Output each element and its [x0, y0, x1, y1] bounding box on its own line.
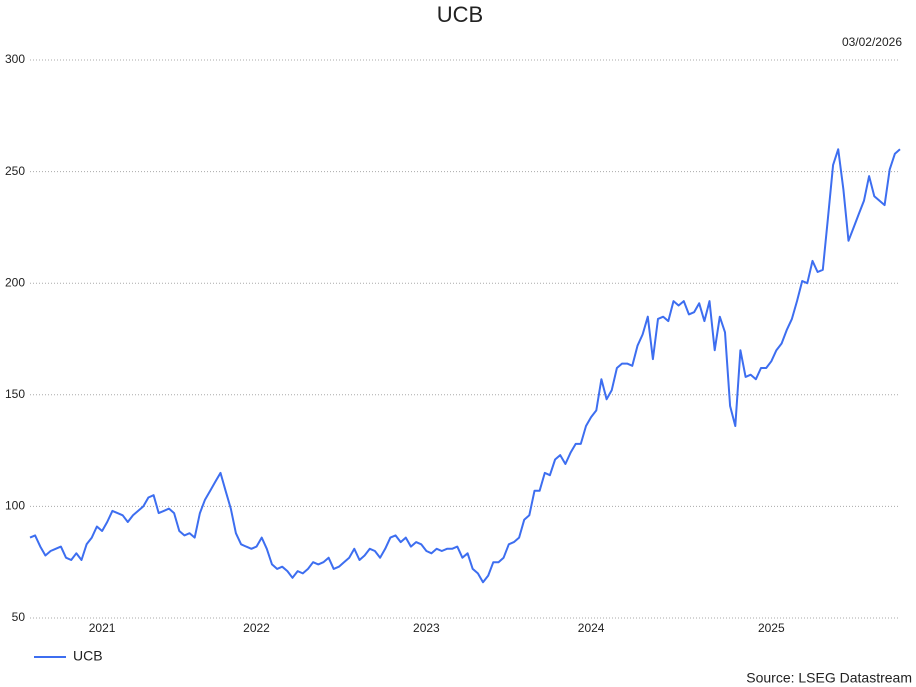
y-tick-label: 50	[12, 610, 26, 624]
date-label: 03/02/2026	[842, 35, 902, 49]
chart-title: UCB	[437, 2, 483, 27]
x-tick-label: 2022	[243, 621, 270, 635]
legend-label: UCB	[73, 648, 103, 664]
source-label: Source: LSEG Datastream	[746, 670, 912, 686]
y-tick-label: 300	[5, 52, 25, 66]
y-tick-label: 150	[5, 387, 25, 401]
y-tick-label: 100	[5, 499, 25, 513]
x-tick-label: 2021	[89, 621, 116, 635]
series-line	[29, 148, 901, 584]
y-tick-label: 200	[5, 275, 25, 289]
x-tick-label: 2024	[578, 621, 605, 635]
y-tick-label: 250	[5, 164, 25, 178]
x-tick-label: 2025	[758, 621, 785, 635]
x-tick-label: 2023	[413, 621, 440, 635]
